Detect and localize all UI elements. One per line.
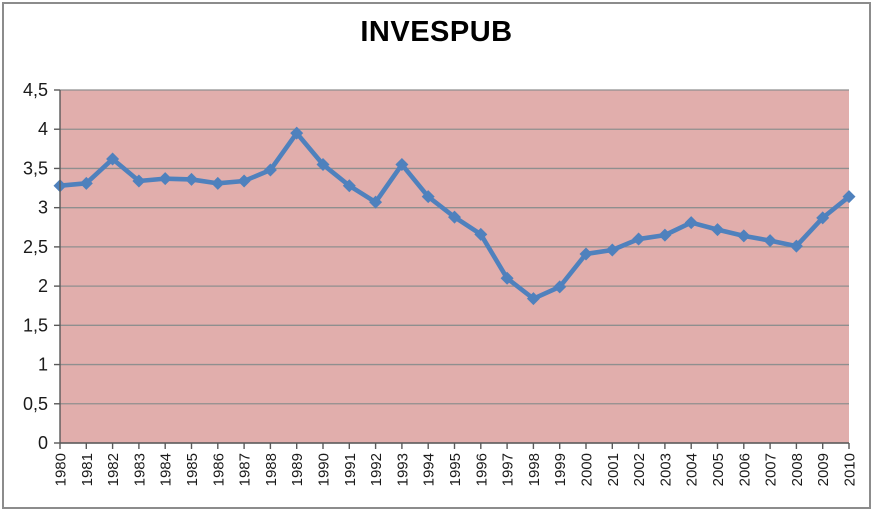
data-point-marker xyxy=(526,292,540,306)
y-tick-label: 2,5 xyxy=(23,237,48,257)
data-point-marker xyxy=(316,158,330,172)
x-tick-label: 1986 xyxy=(210,453,227,486)
x-tick-label: 1993 xyxy=(394,453,411,486)
data-point-marker xyxy=(789,239,803,253)
x-tick-label: 2008 xyxy=(789,453,806,486)
data-point-marker xyxy=(763,234,777,248)
data-point-marker xyxy=(684,216,698,230)
data-point-marker xyxy=(395,158,409,172)
x-tick-label: 2003 xyxy=(657,453,674,486)
x-tick-label: 2007 xyxy=(763,453,780,486)
data-point-marker xyxy=(711,223,724,237)
x-tick-label: 1984 xyxy=(158,453,175,486)
data-point-marker xyxy=(106,152,120,166)
data-point-marker xyxy=(421,190,435,204)
x-tick-label: 1990 xyxy=(316,453,333,486)
x-tick-label: 1981 xyxy=(79,453,96,486)
data-point-marker xyxy=(290,126,304,140)
x-tick-label: 1991 xyxy=(342,453,359,486)
x-tick-label: 1998 xyxy=(526,453,543,486)
data-point-marker xyxy=(605,243,619,257)
data-point-marker xyxy=(342,179,356,193)
data-point-marker xyxy=(474,227,488,241)
y-tick-label: 1,5 xyxy=(23,315,48,335)
x-tick-label: 2006 xyxy=(736,453,753,486)
data-point-marker xyxy=(185,172,198,186)
x-tick-label: 1996 xyxy=(473,453,490,486)
x-tick-label: 2001 xyxy=(605,453,622,486)
x-tick-label: 1987 xyxy=(237,453,254,486)
x-tick-label: 1994 xyxy=(421,453,438,486)
x-tick-label: 1988 xyxy=(263,453,280,486)
x-tick-label: 1992 xyxy=(368,453,385,486)
data-point-marker xyxy=(500,271,514,285)
y-tick-label: 1 xyxy=(38,355,48,375)
data-point-marker xyxy=(132,174,146,188)
x-tick-label: 1995 xyxy=(447,453,464,486)
x-tick-label: 2002 xyxy=(631,453,648,486)
x-tick-label: 2000 xyxy=(579,453,596,486)
y-tick-label: 4 xyxy=(38,119,48,139)
y-tick-label: 2 xyxy=(38,276,48,296)
y-tick-label: 3 xyxy=(38,198,48,218)
plot-area xyxy=(60,90,849,443)
y-tick-label: 0 xyxy=(38,433,48,453)
y-tick-label: 4,5 xyxy=(23,80,48,100)
x-tick-label: 1985 xyxy=(184,453,201,486)
data-point-marker xyxy=(211,176,225,190)
data-point-marker xyxy=(579,247,593,261)
x-tick-label: 1982 xyxy=(105,453,122,486)
data-point-marker xyxy=(448,210,461,224)
data-point-marker xyxy=(658,228,672,242)
x-tick-label: 1989 xyxy=(289,453,306,486)
x-tick-label: 2009 xyxy=(815,453,832,486)
x-tick-label: 1980 xyxy=(53,453,70,486)
data-point-marker xyxy=(553,280,567,294)
data-point-marker xyxy=(158,172,172,186)
x-tick-label: 2005 xyxy=(710,453,727,486)
x-tick-label: 1997 xyxy=(500,453,517,486)
y-tick-label: 0,5 xyxy=(23,394,48,414)
data-point-marker xyxy=(842,190,856,204)
data-point-marker xyxy=(369,195,383,209)
data-point-marker xyxy=(816,211,830,225)
data-point-marker xyxy=(79,176,93,190)
data-point-marker xyxy=(263,163,277,177)
chart-title: INVESPUB xyxy=(360,16,513,48)
data-point-marker xyxy=(237,174,251,188)
data-point-marker xyxy=(632,232,646,246)
x-tick-label: 2004 xyxy=(684,453,701,486)
y-tick-label: 3,5 xyxy=(23,158,48,178)
x-tick-label: 1999 xyxy=(552,453,569,486)
x-tick-label: 2010 xyxy=(842,453,859,486)
x-tick-label: 1983 xyxy=(131,453,148,486)
data-point-marker xyxy=(737,229,751,243)
